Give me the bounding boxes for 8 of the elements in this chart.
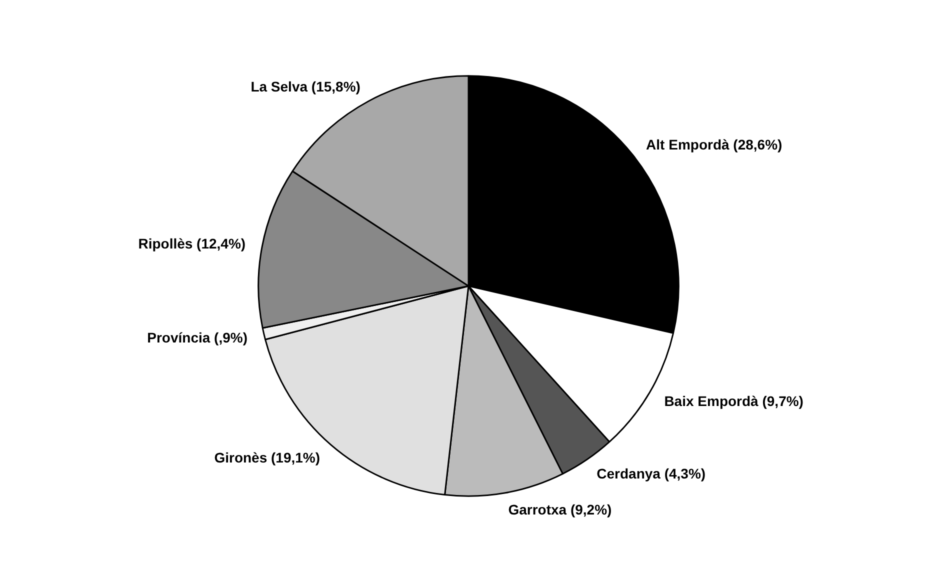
slice-label: Baix Empordà (9,7%) <box>664 392 804 409</box>
slice-label: La Selva (15,8%) <box>250 78 360 94</box>
slice-label: Província (,9%) <box>147 330 248 346</box>
slice-label: Gironès (19,1%) <box>214 450 320 466</box>
slice-label: Cerdanya (4,3%) <box>596 465 706 482</box>
slice-label: Ripollès (12,4%) <box>138 235 246 252</box>
slice-label: Alt Empordà (28,6%) <box>646 136 782 153</box>
slice-label: Garrotxa (9,2%) <box>508 501 612 518</box>
